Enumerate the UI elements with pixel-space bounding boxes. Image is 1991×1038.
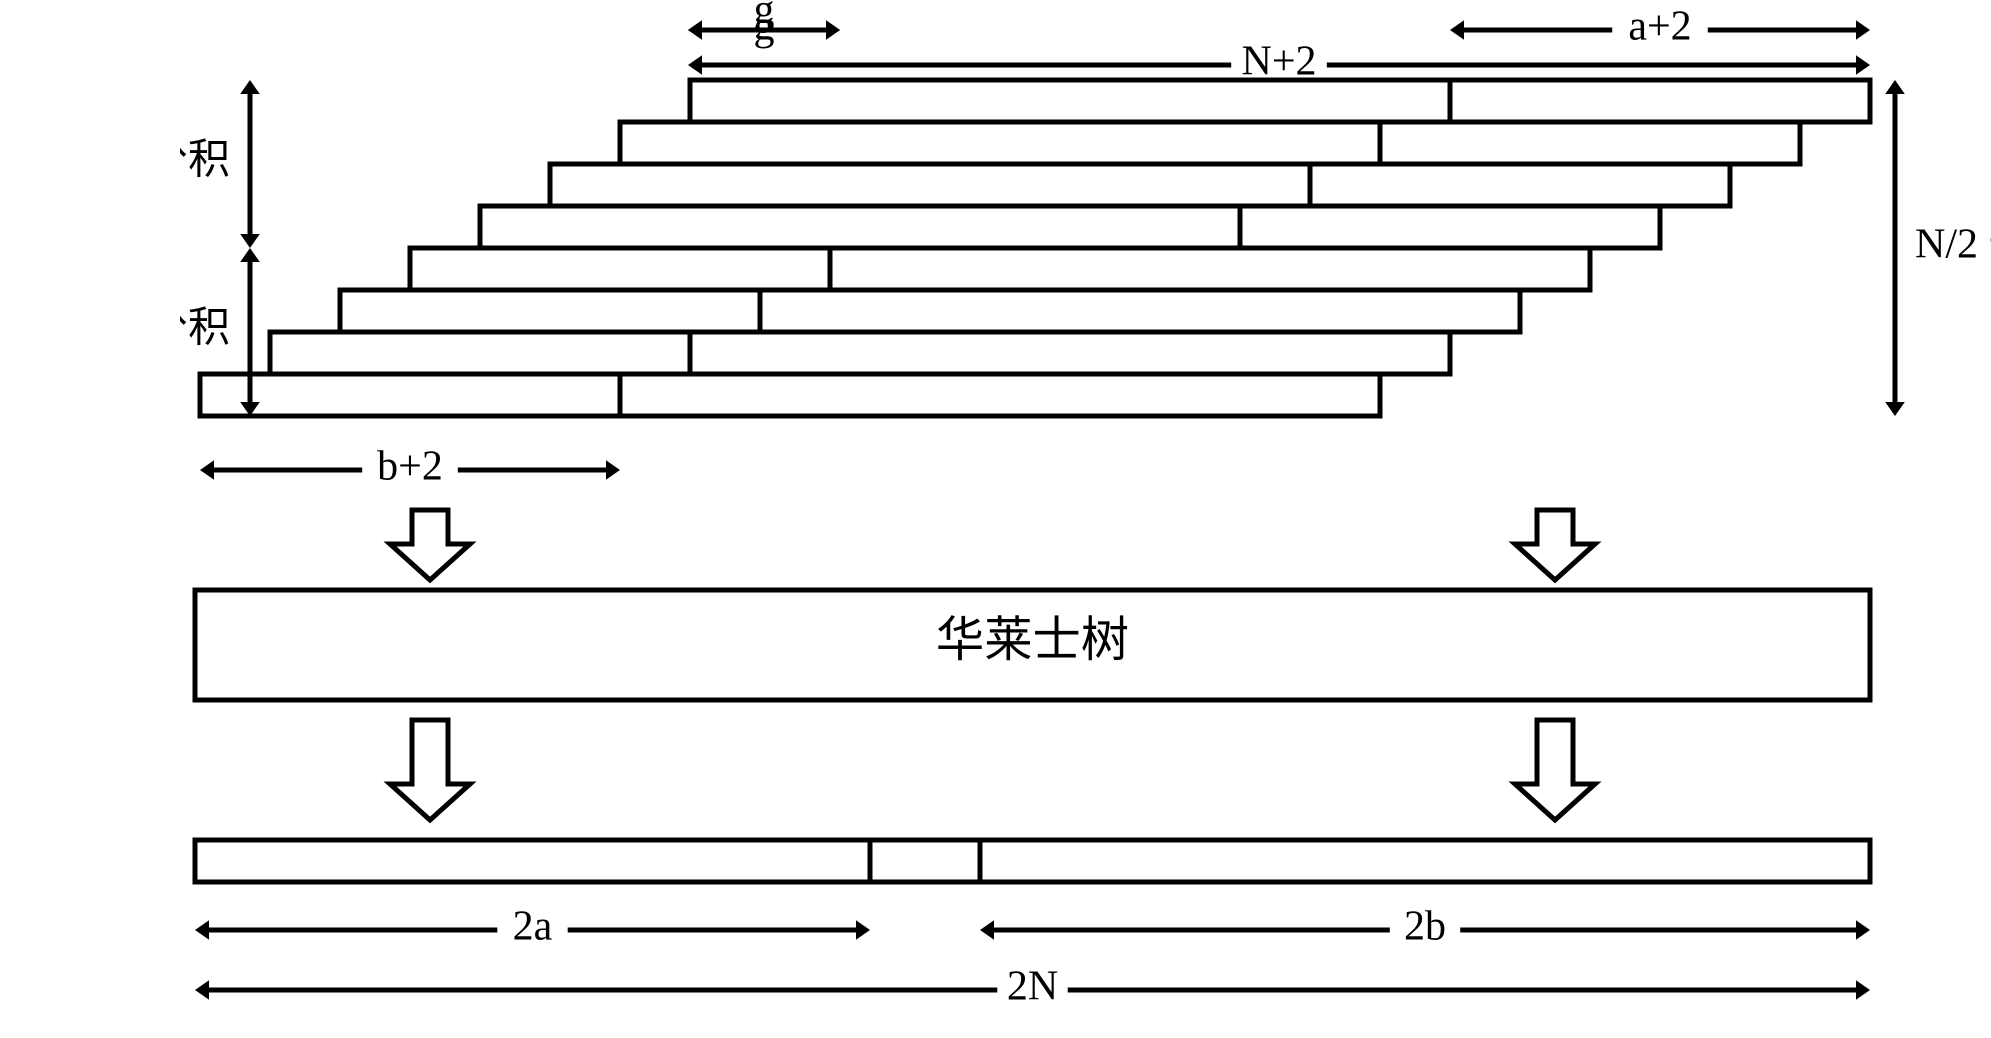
label-wallace-tree: 华莱士树 [936,614,1129,667]
result-bar [195,840,1870,882]
partial-product-row [690,80,1870,122]
partial-product-row [550,164,1730,206]
svg-text:a+2: a+2 [1628,4,1691,50]
svg-text:N+2: N+2 [1241,39,1316,85]
label-n-half: N/2 部分积 [1915,222,1991,268]
svg-text:2N: 2N [1007,964,1058,1010]
svg-text:2a: 2a [513,904,553,950]
partial-product-row [270,332,1450,374]
partial-product-row [410,248,1590,290]
svg-text:b+2: b+2 [377,444,443,490]
partial-product-row [480,206,1660,248]
label-g: g [754,4,775,50]
partial-product-row [200,374,1380,416]
partial-product-row [340,290,1520,332]
partial-product-row [620,122,1800,164]
svg-text:2b: 2b [1404,904,1446,950]
